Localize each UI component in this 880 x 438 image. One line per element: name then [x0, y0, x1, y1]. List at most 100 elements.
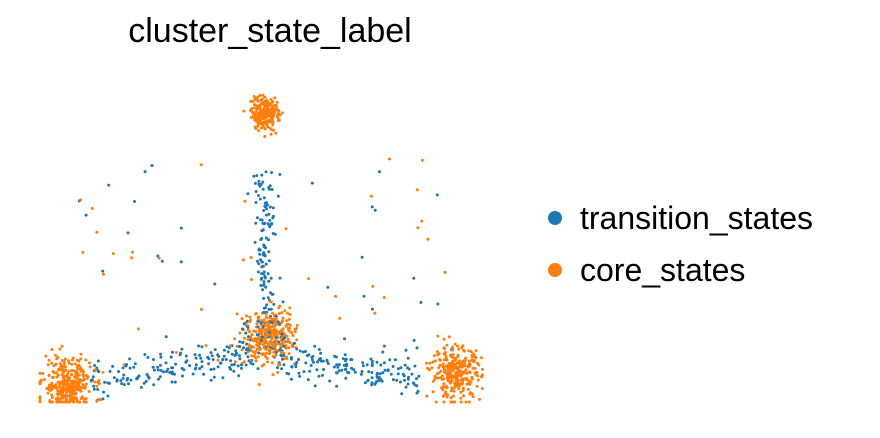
- scatter-point-core_states: [466, 387, 470, 391]
- scatter-point-transition_states: [268, 205, 272, 209]
- scatter-point-core_states: [59, 362, 62, 366]
- scatter-point-transition_states: [337, 369, 341, 373]
- scatter-point-core_states: [71, 381, 75, 385]
- scatter-point-transition_states: [181, 374, 184, 378]
- scatter-point-core_states: [256, 98, 260, 102]
- scatter-point-core_states: [478, 397, 481, 401]
- scatter-point-transition_states: [259, 218, 263, 222]
- scatter-point-transition_states: [261, 187, 265, 191]
- scatter-point-core_states: [265, 316, 269, 319]
- scatter-point-core_states: [55, 387, 59, 390]
- scatter-point-transition_states: [403, 378, 406, 382]
- scatter-point-core_states: [254, 104, 258, 108]
- scatter-point-core_states: [249, 109, 253, 113]
- scatter-point-core_states: [445, 374, 449, 378]
- scatter-point-core_states: [458, 361, 462, 365]
- scatter-point-core_states: [50, 348, 54, 351]
- scatter-point-transition_states: [319, 357, 322, 360]
- scatter-point-core_states: [271, 340, 275, 344]
- scatter-point-core_states: [60, 389, 64, 392]
- scatter-point-core_states: [58, 382, 62, 386]
- scatter-point-core_states: [269, 97, 273, 101]
- scatter-point-transition_states: [179, 351, 183, 355]
- scatter-point-core_states: [88, 365, 92, 369]
- scatter-point-transition_states: [174, 362, 178, 366]
- scatter-point-core_states: [280, 350, 284, 354]
- scatter-point-core_states: [250, 349, 254, 353]
- scatter-point-transition_states: [242, 322, 246, 326]
- scatter-point-transition_states: [132, 365, 136, 369]
- scatter-point-core_states: [284, 346, 288, 350]
- scatter-point-core_states: [287, 352, 291, 356]
- scatter-point-core_states: [442, 400, 446, 404]
- scatter-point-transition_states: [107, 381, 111, 385]
- scatter-point-core_states: [277, 312, 281, 316]
- scatter-point-transition_states: [370, 383, 374, 387]
- scatter-point-transition_states: [213, 348, 217, 352]
- scatter-point-core_states: [441, 385, 445, 389]
- scatter-point-core_states: [267, 322, 271, 326]
- scatter-point-core_states: [111, 252, 115, 256]
- scatter-point-core_states: [471, 366, 475, 370]
- scatter-point-core_states: [262, 338, 266, 342]
- scatter-point-transition_states: [246, 326, 250, 329]
- scatter-point-core_states: [468, 370, 472, 374]
- scatter-point-transition_states: [419, 300, 423, 304]
- scatter-point-core_states: [77, 359, 81, 363]
- scatter-point-core_states: [280, 311, 284, 315]
- scatter-point-core_states: [460, 372, 464, 376]
- scatter-point-transition_states: [271, 216, 275, 220]
- scatter-point-transition_states: [266, 222, 270, 226]
- scatter-point-core_states: [441, 388, 445, 392]
- scatter-point-transition_states: [91, 375, 95, 379]
- scatter-point-transition_states: [266, 238, 270, 242]
- scatter-point-transition_states: [209, 368, 213, 371]
- scatter-point-transition_states: [191, 372, 195, 376]
- scatter-point-core_states: [64, 368, 68, 372]
- scatter-point-core_states: [286, 311, 290, 315]
- scatter-point-core_states: [256, 355, 260, 359]
- scatter-point-core_states: [464, 356, 467, 360]
- scatter-point-transition_states: [305, 354, 309, 357]
- scatter-point-core_states: [254, 330, 258, 334]
- scatter-point-transition_states: [258, 252, 262, 256]
- scatter-point-transition_states: [257, 270, 260, 274]
- scatter-point-transition_states: [200, 360, 204, 364]
- scatter-point-core_states: [438, 363, 442, 367]
- scatter-point-core_states: [38, 400, 42, 404]
- scatter-point-transition_states: [216, 353, 220, 357]
- scatter-point-core_states: [276, 370, 280, 374]
- scatter-point-core_states: [253, 114, 257, 118]
- scatter-point-core_states: [283, 340, 287, 344]
- scatter-point-transition_states: [295, 360, 299, 364]
- scatter-point-core_states: [436, 376, 440, 380]
- scatter-point-core_states: [271, 123, 275, 127]
- scatter-point-transition_states: [230, 363, 234, 367]
- scatter-point-transition_states: [344, 359, 347, 363]
- scatter-point-transition_states: [133, 200, 136, 203]
- scatter-point-transition_states: [269, 307, 273, 311]
- scatter-point-transition_states: [267, 307, 271, 311]
- scatter-point-core_states: [445, 343, 449, 347]
- scatter-point-core_states: [455, 376, 459, 379]
- scatter-point-transition_states: [260, 173, 264, 177]
- scatter-point-transition_states: [262, 209, 266, 212]
- scatter-point-transition_states: [280, 332, 284, 336]
- scatter-point-core_states: [60, 344, 64, 348]
- scatter-point-transition_states: [165, 370, 168, 373]
- scatter-point-transition_states: [259, 277, 263, 281]
- scatter-point-transition_states: [111, 364, 115, 368]
- scatter-point-core_states: [460, 382, 464, 386]
- scatter-point-transition_states: [159, 352, 163, 356]
- scatter-point-core_states: [274, 338, 278, 342]
- scatter-point-core_states: [450, 361, 454, 365]
- scatter-point-core_states: [274, 106, 278, 110]
- scatter-point-core_states: [415, 188, 419, 192]
- scatter-point-transition_states: [366, 378, 370, 382]
- scatter-point-core_states: [248, 320, 251, 324]
- scatter-point-core_states: [263, 127, 267, 131]
- scatter-point-core_states: [216, 358, 220, 362]
- scatter-point-transition_states: [273, 232, 277, 236]
- scatter-point-transition_states: [257, 262, 261, 266]
- scatter-point-core_states: [470, 358, 474, 362]
